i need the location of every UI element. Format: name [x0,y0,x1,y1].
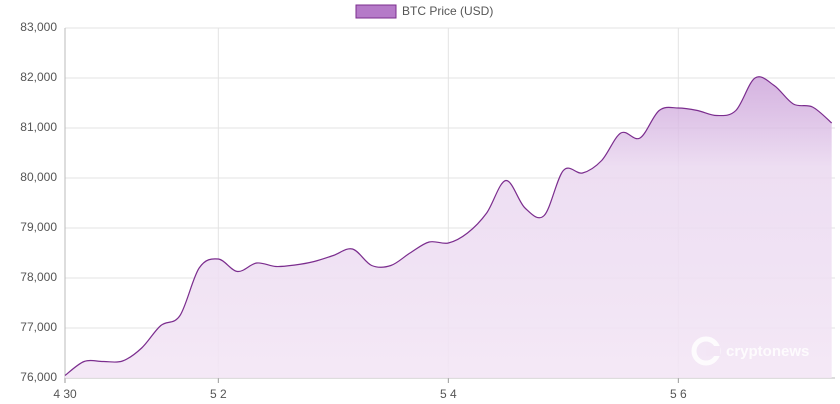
area [65,76,832,378]
x-tick-label: 5 4 [440,387,457,401]
price-line [64,76,833,376]
y-tick-label: 76,000 [20,370,57,384]
y-tick-label: 77,000 [20,320,57,334]
x-tick-label: 5 6 [670,387,687,401]
y-tick-label: 81,000 [20,120,57,134]
y-tick-label: 78,000 [20,270,57,284]
y-tick-label: 80,000 [20,170,57,184]
y-tick-label: 83,000 [20,20,57,34]
x-tick-label: 5 2 [210,387,227,401]
x-tick-label: 4 30 [53,387,77,401]
y-tick-label: 82,000 [20,70,57,84]
legend-label: BTC Price (USD) [402,4,493,18]
watermark-text: cryptonews [726,343,809,360]
legend-swatch [355,4,397,19]
y-tick-label: 79,000 [20,220,57,234]
watermark: cryptonews [691,336,809,366]
